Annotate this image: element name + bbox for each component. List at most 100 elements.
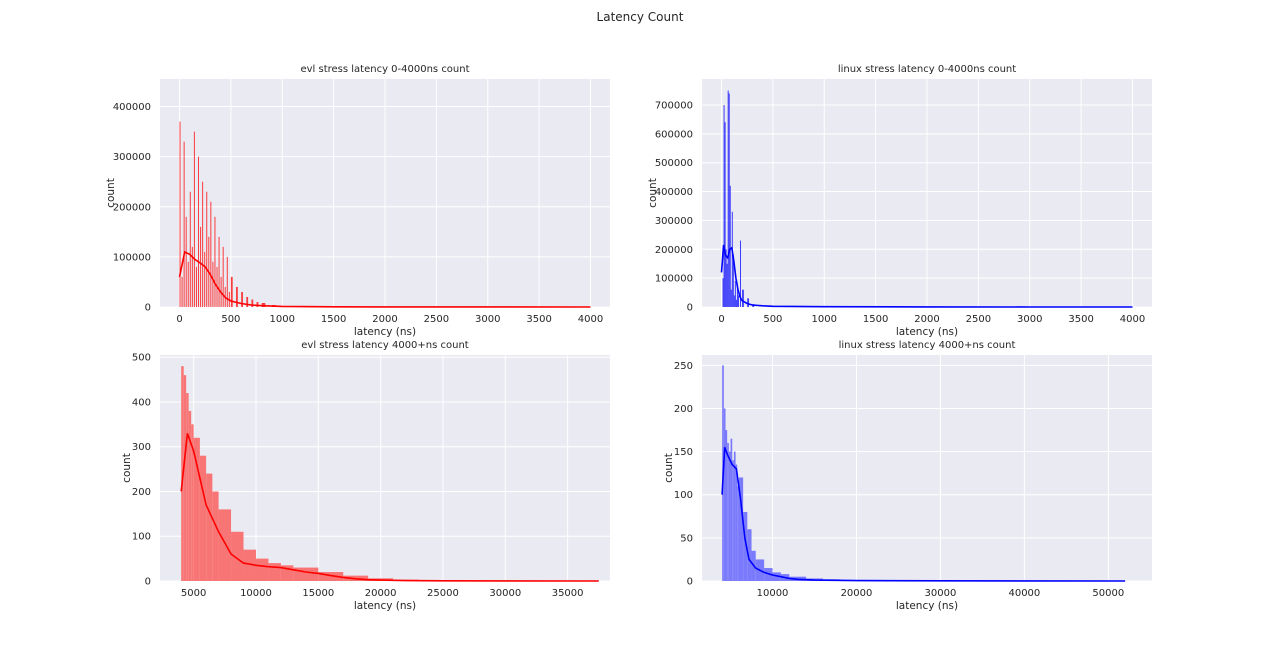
histogram-bar — [251, 299, 254, 307]
histogram-bar — [737, 486, 739, 581]
histogram-bar — [202, 181, 204, 307]
y-tick-label: 200 — [132, 487, 151, 498]
histogram-bar — [179, 121, 181, 307]
histogram-bar — [193, 131, 195, 307]
subplot-title: evl stress latency 0-4000ns count — [300, 64, 469, 75]
subplot-2: 0 500 1000 1500 2000 2500 3000 3500 4000 0 100000 2… — [647, 64, 1152, 338]
x-tick-label: 1500 — [321, 314, 346, 325]
histogram-bar — [187, 261, 189, 307]
histogram-bar — [734, 281, 736, 307]
subplot-4: 10000 20000 30000 40000 50000 0 50 100 150 200 250… — [663, 340, 1152, 612]
subplot-title: linux stress latency 0-4000ns count — [838, 64, 1016, 75]
histogram-bar — [731, 211, 733, 307]
x-tick-label: 3000 — [1017, 314, 1042, 325]
y-tick-label: 300 — [132, 442, 151, 453]
histogram-bar — [212, 261, 214, 307]
histogram-bar — [212, 491, 219, 581]
x-tick-label: 20000 — [841, 588, 873, 599]
y-tick-label: 200 — [674, 404, 693, 415]
y-tick-label: 150 — [674, 447, 693, 458]
histogram-bar — [191, 424, 194, 581]
y-axis-label: count — [121, 453, 133, 483]
x-axis-label: latency (ns) — [354, 600, 416, 612]
y-tick-label: 400000 — [113, 102, 151, 113]
kde-line — [178, 250, 591, 308]
y-tick-label: 200000 — [113, 202, 151, 213]
x-tick-label: 1000 — [812, 314, 837, 325]
y-tick-label: 500 — [132, 353, 151, 364]
histogram-bar — [727, 90, 729, 307]
x-axis-label: latency (ns) — [896, 600, 958, 612]
histogram-bar — [241, 291, 243, 307]
histogram-bar — [200, 226, 202, 307]
histogram-bar — [732, 255, 734, 307]
histogram-bar — [733, 451, 736, 581]
x-tick-label: 50000 — [1092, 588, 1124, 599]
x-tick-label: 1000 — [270, 314, 295, 325]
histogram-bar — [736, 283, 738, 307]
kde-line — [721, 447, 1126, 582]
y-tick-label: 50 — [680, 533, 693, 544]
histogram-bar — [722, 278, 724, 307]
histogram-bar — [742, 289, 744, 307]
histogram-bar — [747, 298, 750, 307]
histogram-bar — [185, 216, 187, 307]
y-tick-label: 500000 — [655, 158, 693, 169]
histogram-bar — [206, 473, 213, 581]
x-axis-label: latency (ns) — [896, 326, 958, 338]
x-tick-label: 500 — [221, 314, 240, 325]
histogram-bar — [195, 266, 197, 307]
x-tick-label: 2500 — [966, 314, 991, 325]
histogram-bar — [737, 295, 739, 307]
x-tick-label: 2000 — [914, 314, 939, 325]
x-tick-label: 500 — [763, 314, 782, 325]
histogram-bar — [728, 451, 731, 581]
x-tick-label: 30000 — [489, 588, 521, 599]
subplot-3: 5000 10000 15000 20000 25000 30000 35000 0 100 20… — [121, 340, 610, 612]
histogram-bar — [738, 477, 744, 581]
histogram-bar — [727, 442, 729, 581]
subplot-title: linux stress latency 4000+ns count — [839, 340, 1016, 351]
y-tick-label: 100 — [132, 532, 151, 543]
x-tick-label: 15000 — [302, 588, 334, 599]
histogram-bar — [199, 455, 207, 581]
histogram-bar — [183, 375, 187, 581]
x-tick-label: 3500 — [1068, 314, 1093, 325]
histogram-bar — [729, 185, 731, 307]
histogram-bar — [723, 408, 726, 581]
histogram-bar — [193, 437, 200, 581]
x-tick-label: 35000 — [552, 588, 584, 599]
subplot-title: evl stress latency 4000+ns count — [301, 340, 469, 351]
histogram-bar — [725, 430, 728, 581]
y-tick-label: 100000 — [113, 252, 151, 263]
y-tick-label: 0 — [145, 577, 151, 588]
kde-line — [720, 244, 1133, 308]
x-tick-label: 10000 — [240, 588, 272, 599]
x-tick-label: 10000 — [757, 588, 789, 599]
x-tick-label: 40000 — [1008, 588, 1040, 599]
x-tick-label: 0 — [718, 314, 724, 325]
histogram-bar — [747, 529, 752, 581]
x-tick-label: 5000 — [181, 588, 206, 599]
histogram-bar — [198, 156, 200, 307]
histogram-bar — [181, 276, 183, 307]
histogram-bar — [730, 289, 732, 307]
histogram-bar — [214, 216, 216, 307]
histogram-bar — [230, 276, 233, 307]
plot-background — [702, 355, 1152, 581]
histogram-bar — [218, 236, 220, 307]
y-tick-label: 600000 — [655, 129, 693, 140]
x-tick-label: 20000 — [365, 588, 397, 599]
histogram-bar — [723, 104, 725, 307]
histogram-bar — [204, 251, 206, 307]
x-tick-label: 3500 — [526, 314, 551, 325]
histogram-bar — [735, 299, 737, 307]
histogram-bar — [268, 563, 281, 581]
histogram-bar — [743, 511, 748, 581]
histogram-bar — [724, 122, 726, 307]
histogram-bar — [183, 141, 185, 307]
histogram-bar — [730, 438, 733, 581]
histogram-bar — [246, 296, 249, 307]
histogram-bar — [188, 410, 192, 581]
